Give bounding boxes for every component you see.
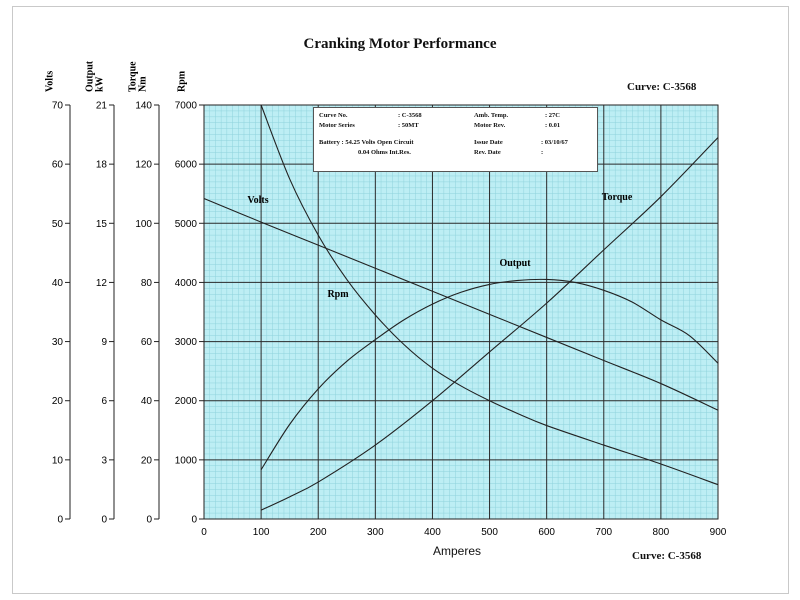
x-tick-label: 300: [367, 527, 384, 538]
x-tick-label: 200: [310, 527, 327, 538]
x-tick-label: 800: [653, 527, 670, 538]
y-tick-label: 60: [141, 337, 153, 348]
y-tick-label: 100: [135, 219, 152, 230]
x-tick-label: 700: [595, 527, 612, 538]
curve-label-bottom: Curve: C-3568: [632, 550, 702, 562]
y-tick-label: 0: [57, 515, 63, 526]
output-curve: [260, 278, 719, 471]
y-tick-label: 50: [52, 219, 64, 230]
y-tick-label: 4000: [175, 278, 198, 289]
y-axis-label-word: Volts: [45, 71, 56, 92]
info-motor-rev-label: Motor Rev.: [474, 122, 506, 129]
y-tick-label: 140: [135, 101, 152, 112]
y-tick-label: 20: [141, 455, 153, 466]
y-tick-label: 80: [141, 278, 153, 289]
y-axis-label-word: Nm: [138, 76, 149, 92]
y-axis-label-word: Torque: [128, 61, 139, 92]
info-issue-date-value: : 03/10/67: [541, 139, 568, 146]
y-tick-label: 2000: [175, 396, 198, 407]
y-tick-label: 9: [101, 337, 107, 348]
y-tick-label: 6: [101, 396, 107, 407]
x-tick-label: 900: [710, 527, 727, 538]
y-axis-label-word: kW: [95, 76, 106, 92]
info-battery-line1: Battery : 54.25 Volts Open Circuit: [319, 139, 414, 146]
torque-curve: [260, 137, 719, 511]
y-tick-label: 3: [101, 455, 107, 466]
volts-curve: [203, 197, 719, 411]
info-motor-series-value: : 50MT: [398, 122, 419, 129]
info-issue-date-label: Issue Date: [474, 139, 503, 146]
info-rev-date-label: Rev. Date: [474, 149, 501, 156]
info-motor-series-label: Motor Series: [319, 122, 355, 129]
y-tick-label: 70: [52, 101, 64, 112]
x-tick-label: 400: [424, 527, 441, 538]
y-tick-label: 21: [96, 101, 108, 112]
y-axis-label: Output kW: [85, 60, 106, 92]
chart-title: Cranking Motor Performance: [303, 36, 497, 52]
y-tick-label: 6000: [175, 160, 198, 171]
y-axis-label: Torque Nm: [128, 61, 149, 92]
info-curve-no-label: Curve No.: [319, 112, 348, 119]
y-tick-label: 7000: [175, 101, 198, 112]
y-axis-label-word: Rpm: [177, 70, 188, 92]
x-tick-label: 0: [201, 527, 207, 538]
y-tick-label: 0: [146, 515, 152, 526]
info-motor-rev-value: : 0.01: [545, 122, 561, 129]
x-axis-label: Amperes: [433, 544, 482, 558]
volts-curve-label: Volts: [247, 195, 268, 206]
y-tick-label: 5000: [175, 219, 198, 230]
info-curve-no-value: : C-3568: [398, 112, 422, 119]
y-tick-label: 15: [96, 219, 108, 230]
info-amb-temp-value: : 27C: [545, 112, 560, 119]
y-tick-label: 20: [52, 396, 64, 407]
y-axis-label: Volts: [45, 71, 56, 92]
y-tick-label: 0: [101, 515, 107, 526]
y-tick-label: 0: [191, 515, 197, 526]
y-tick-label: 30: [52, 337, 64, 348]
info-box: Curve No. : C-3568 Amb. Temp. : 27C Moto…: [313, 107, 598, 172]
info-amb-temp-label: Amb. Temp.: [474, 112, 509, 119]
y-tick-label: 10: [52, 455, 64, 466]
rpm-curve-label: Rpm: [327, 289, 349, 300]
y-axis-label-word: Output: [85, 60, 96, 92]
y-tick-label: 120: [135, 160, 152, 171]
y-tick-label: 1000: [175, 455, 198, 466]
y-tick-label: 3000: [175, 337, 198, 348]
y-axis-label: Rpm: [177, 70, 188, 92]
x-tick-label: 100: [253, 527, 270, 538]
curve-label-top: Curve: C-3568: [627, 81, 697, 93]
y-tick-label: 18: [96, 160, 108, 171]
y-tick-label: 40: [52, 278, 64, 289]
y-tick-label: 12: [96, 278, 108, 289]
output-curve-label: Output: [499, 258, 531, 269]
y-tick-label: 40: [141, 396, 153, 407]
info-rev-date-value: :: [541, 149, 544, 156]
torque-curve-label: Torque: [602, 192, 633, 203]
x-tick-label: 600: [538, 527, 555, 538]
rpm-curve: [260, 104, 719, 486]
x-tick-label: 500: [481, 527, 498, 538]
y-tick-label: 60: [52, 160, 64, 171]
info-battery-line2: 0.04 Ohms Int.Res.: [358, 149, 411, 156]
